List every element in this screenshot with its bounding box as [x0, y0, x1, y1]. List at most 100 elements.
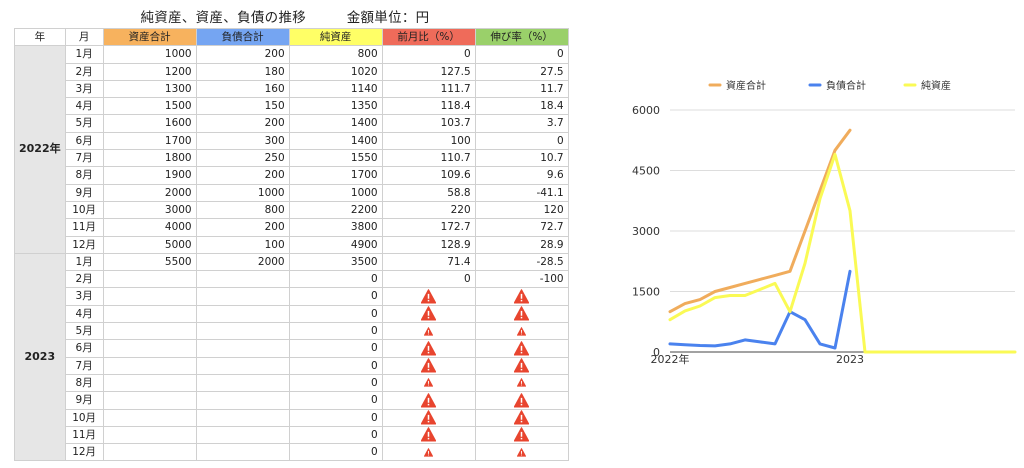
net-cell[interactable]: 1400: [288, 114, 383, 133]
net-cell[interactable]: 1020: [288, 62, 383, 81]
mom-cell[interactable]: 58.8: [381, 183, 476, 202]
month-cell[interactable]: 4月: [64, 97, 104, 116]
assets-cell[interactable]: 1200: [102, 62, 197, 81]
mom-cell[interactable]: 111.7: [381, 79, 476, 99]
month-cell[interactable]: 7月: [64, 356, 104, 375]
mom-cell[interactable]: 71.4: [381, 252, 476, 272]
month-cell[interactable]: 5月: [64, 114, 104, 133]
mom-cell-error[interactable]: [381, 443, 476, 462]
growth-cell-error[interactable]: [474, 304, 569, 324]
growth-cell-error[interactable]: [474, 391, 569, 410]
liabilities-cell[interactable]: 160: [195, 79, 290, 99]
growth-cell[interactable]: 28.9: [474, 235, 569, 254]
col-header-liabilities[interactable]: 負債合計: [195, 27, 290, 47]
growth-cell-error[interactable]: [474, 339, 569, 358]
net-cell[interactable]: 1140: [288, 79, 383, 99]
growth-cell[interactable]: 72.7: [474, 218, 569, 237]
net-cell[interactable]: 1550: [288, 149, 383, 168]
assets-cell[interactable]: 1000: [102, 45, 197, 64]
year-cell[interactable]: 2022年: [14, 45, 66, 254]
growth-cell[interactable]: 120: [474, 200, 569, 220]
mom-cell[interactable]: 118.4: [381, 97, 476, 116]
net-cell[interactable]: 0: [288, 391, 383, 410]
assets-cell[interactable]: [102, 373, 197, 393]
assets-cell[interactable]: [102, 443, 197, 462]
liabilities-cell[interactable]: 180: [195, 62, 290, 81]
month-cell[interactable]: 7月: [64, 149, 104, 168]
assets-cell[interactable]: 5500: [102, 252, 197, 272]
month-cell[interactable]: 10月: [64, 408, 104, 427]
liabilities-cell[interactable]: [195, 373, 290, 393]
assets-cell[interactable]: 1800: [102, 149, 197, 168]
assets-cell[interactable]: [102, 408, 197, 427]
assets-cell[interactable]: 1700: [102, 131, 197, 151]
growth-cell[interactable]: -28.5: [474, 252, 569, 272]
assets-cell[interactable]: 4000: [102, 218, 197, 237]
growth-cell-error[interactable]: [474, 356, 569, 375]
mom-cell-error[interactable]: [381, 287, 476, 306]
month-cell[interactable]: 3月: [64, 79, 104, 99]
growth-cell-error[interactable]: [474, 287, 569, 306]
assets-cell[interactable]: 1900: [102, 166, 197, 185]
col-header-year[interactable]: 年: [14, 27, 66, 47]
net-cell[interactable]: 0: [288, 443, 383, 462]
mom-cell[interactable]: 100: [381, 131, 476, 151]
mom-cell-error[interactable]: [381, 339, 476, 358]
net-cell[interactable]: 0: [288, 287, 383, 306]
growth-cell-error[interactable]: [474, 443, 569, 462]
growth-cell[interactable]: 18.4: [474, 97, 569, 116]
col-header-month[interactable]: 月: [64, 27, 104, 47]
year-cell[interactable]: 2023: [14, 252, 66, 462]
month-cell[interactable]: 6月: [64, 339, 104, 358]
net-cell[interactable]: 1400: [288, 131, 383, 151]
liabilities-cell[interactable]: 100: [195, 235, 290, 254]
growth-cell[interactable]: 9.6: [474, 166, 569, 185]
liabilities-cell[interactable]: [195, 287, 290, 306]
growth-cell-error[interactable]: [474, 425, 569, 445]
assets-cell[interactable]: [102, 356, 197, 375]
liabilities-cell[interactable]: 150: [195, 97, 290, 116]
liabilities-cell[interactable]: 200: [195, 114, 290, 133]
assets-cell[interactable]: 1600: [102, 114, 197, 133]
mom-cell-error[interactable]: [381, 425, 476, 445]
liabilities-cell[interactable]: 300: [195, 131, 290, 151]
col-header-assets[interactable]: 資産合計: [102, 27, 197, 47]
col-header-net[interactable]: 純資産: [288, 27, 383, 47]
assets-cell[interactable]: [102, 322, 197, 341]
assets-cell[interactable]: 1500: [102, 97, 197, 116]
month-cell[interactable]: 11月: [64, 218, 104, 237]
liabilities-cell[interactable]: [195, 443, 290, 462]
growth-cell[interactable]: 11.7: [474, 79, 569, 99]
assets-cell[interactable]: 5000: [102, 235, 197, 254]
liabilities-cell[interactable]: [195, 391, 290, 410]
liabilities-cell[interactable]: 2000: [195, 252, 290, 272]
assets-cell[interactable]: [102, 270, 197, 289]
net-cell[interactable]: 0: [288, 270, 383, 289]
mom-cell-error[interactable]: [381, 373, 476, 393]
net-cell[interactable]: 4900: [288, 235, 383, 254]
assets-cell[interactable]: 1300: [102, 79, 197, 99]
month-cell[interactable]: 1月: [64, 252, 104, 272]
assets-cell[interactable]: [102, 287, 197, 306]
liabilities-cell[interactable]: 200: [195, 166, 290, 185]
mom-cell-error[interactable]: [381, 304, 476, 324]
net-cell[interactable]: 800: [288, 45, 383, 64]
month-cell[interactable]: 5月: [64, 322, 104, 341]
col-header-mom[interactable]: 前月比（%）: [381, 27, 476, 47]
liabilities-cell[interactable]: 250: [195, 149, 290, 168]
mom-cell[interactable]: 103.7: [381, 114, 476, 133]
month-cell[interactable]: 2月: [64, 62, 104, 81]
month-cell[interactable]: 8月: [64, 166, 104, 185]
growth-cell[interactable]: -41.1: [474, 183, 569, 202]
growth-cell[interactable]: 27.5: [474, 62, 569, 81]
month-cell[interactable]: 3月: [64, 287, 104, 306]
assets-cell[interactable]: [102, 304, 197, 324]
growth-cell-error[interactable]: [474, 373, 569, 393]
mom-cell[interactable]: 172.7: [381, 218, 476, 237]
month-cell[interactable]: 2月: [64, 270, 104, 289]
mom-cell[interactable]: 110.7: [381, 149, 476, 168]
net-cell[interactable]: 3800: [288, 218, 383, 237]
month-cell[interactable]: 12月: [64, 235, 104, 254]
net-cell[interactable]: 3500: [288, 252, 383, 272]
mom-cell[interactable]: 127.5: [381, 62, 476, 81]
